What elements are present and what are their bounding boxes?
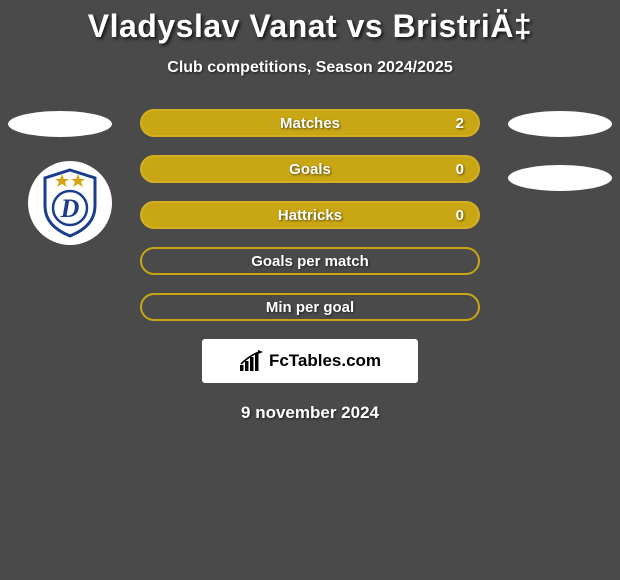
brand-name: FcTables.com: [269, 351, 381, 371]
stats-area: D Matches 2 Goals 0 Hattricks 0 Goals pe…: [0, 109, 620, 423]
player-right-placeholder-1: [508, 111, 612, 137]
brand-box[interactable]: FcTables.com: [202, 339, 418, 383]
stat-label: Goals: [289, 161, 331, 178]
stat-label: Matches: [280, 115, 340, 132]
stat-row-goals-per-match: Goals per match: [140, 247, 480, 275]
stat-value: 0: [456, 207, 464, 224]
svg-text:D: D: [60, 194, 80, 223]
stat-label: Goals per match: [251, 253, 369, 270]
player-right-placeholder-2: [508, 165, 612, 191]
stat-row-hattricks: Hattricks 0: [140, 201, 480, 229]
stat-label: Hattricks: [278, 207, 342, 224]
stat-value: 2: [456, 115, 464, 132]
club-badge-left: D: [28, 161, 112, 245]
dynamo-kyiv-icon: D: [40, 168, 100, 238]
stat-value: 0: [456, 161, 464, 178]
stat-row-goals: Goals 0: [140, 155, 480, 183]
stat-row-matches: Matches 2: [140, 109, 480, 137]
player-left-placeholder-1: [8, 111, 112, 137]
stat-label: Min per goal: [266, 299, 354, 316]
stat-rows: Matches 2 Goals 0 Hattricks 0 Goals per …: [140, 109, 480, 321]
comparison-title: Vladyslav Vanat vs BristriÄ‡: [0, 0, 620, 45]
comparison-subtitle: Club competitions, Season 2024/2025: [0, 59, 620, 77]
stat-row-min-per-goal: Min per goal: [140, 293, 480, 321]
date-line: 9 november 2024: [0, 403, 620, 423]
fctables-logo-icon: [239, 350, 265, 372]
